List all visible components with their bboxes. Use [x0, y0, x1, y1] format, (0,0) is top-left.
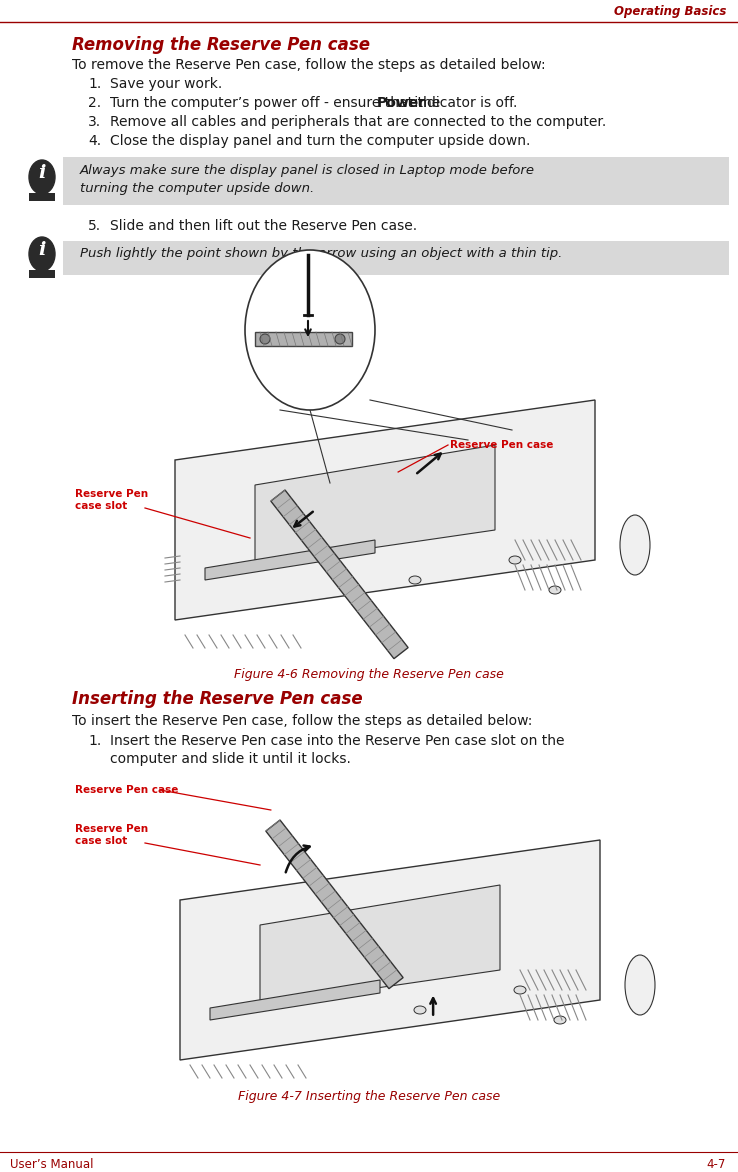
Text: indicator is off.: indicator is off. [410, 96, 518, 110]
Ellipse shape [514, 986, 526, 994]
Ellipse shape [335, 334, 345, 345]
Polygon shape [271, 490, 408, 659]
Text: Power: Power [376, 96, 426, 110]
FancyBboxPatch shape [29, 193, 55, 202]
Ellipse shape [414, 1006, 426, 1014]
Text: User’s Manual: User’s Manual [10, 1158, 94, 1171]
Text: Remove all cables and peripherals that are connected to the computer.: Remove all cables and peripherals that a… [110, 115, 606, 129]
Polygon shape [266, 820, 403, 989]
Text: Operating Basics: Operating Basics [613, 5, 726, 18]
Text: 5.: 5. [88, 219, 101, 233]
Text: Inserting the Reserve Pen case: Inserting the Reserve Pen case [72, 690, 362, 708]
Text: Reserve Pen
case slot: Reserve Pen case slot [75, 489, 148, 511]
FancyBboxPatch shape [63, 241, 729, 275]
Text: Figure 4-6 Removing the Reserve Pen case: Figure 4-6 Removing the Reserve Pen case [234, 668, 504, 681]
Text: Save your work.: Save your work. [110, 77, 222, 91]
Ellipse shape [260, 334, 270, 345]
Text: i: i [38, 241, 46, 259]
Ellipse shape [549, 586, 561, 594]
FancyBboxPatch shape [29, 270, 55, 278]
Ellipse shape [625, 955, 655, 1015]
Ellipse shape [620, 515, 650, 575]
Text: 1.: 1. [88, 77, 101, 91]
Polygon shape [255, 445, 495, 565]
Text: 4.: 4. [88, 134, 101, 148]
Text: Turn the computer’s power off - ensure that the: Turn the computer’s power off - ensure t… [110, 96, 444, 110]
Text: Slide and then lift out the Reserve Pen case.: Slide and then lift out the Reserve Pen … [110, 219, 417, 233]
Ellipse shape [245, 250, 375, 410]
Text: i: i [38, 164, 46, 182]
Text: Insert the Reserve Pen case into the Reserve Pen case slot on the: Insert the Reserve Pen case into the Res… [110, 734, 565, 748]
Polygon shape [260, 885, 500, 1006]
Text: Push lightly the point shown by the arrow using an object with a thin tip.: Push lightly the point shown by the arro… [80, 247, 562, 260]
Text: Removing the Reserve Pen case: Removing the Reserve Pen case [72, 36, 370, 54]
Polygon shape [175, 400, 595, 620]
Text: 2.: 2. [88, 96, 101, 110]
Text: To insert the Reserve Pen case, follow the steps as detailed below:: To insert the Reserve Pen case, follow t… [72, 714, 532, 728]
Text: computer and slide it until it locks.: computer and slide it until it locks. [110, 752, 351, 766]
Text: To remove the Reserve Pen case, follow the steps as detailed below:: To remove the Reserve Pen case, follow t… [72, 57, 545, 71]
FancyBboxPatch shape [63, 157, 729, 205]
Text: Reserve Pen case: Reserve Pen case [75, 785, 179, 795]
Text: Close the display panel and turn the computer upside down.: Close the display panel and turn the com… [110, 134, 531, 148]
Polygon shape [180, 840, 600, 1059]
Polygon shape [205, 540, 375, 580]
Ellipse shape [29, 161, 55, 195]
Polygon shape [255, 332, 352, 346]
Ellipse shape [554, 1016, 566, 1024]
Ellipse shape [409, 575, 421, 584]
Ellipse shape [509, 556, 521, 564]
Polygon shape [210, 980, 380, 1020]
Text: 4-7: 4-7 [706, 1158, 726, 1171]
Text: Reserve Pen
case slot: Reserve Pen case slot [75, 824, 148, 846]
Text: Always make sure the display panel is closed in Laptop mode before
turning the c: Always make sure the display panel is cl… [80, 164, 535, 195]
Text: Figure 4-7 Inserting the Reserve Pen case: Figure 4-7 Inserting the Reserve Pen cas… [238, 1090, 500, 1103]
Ellipse shape [29, 237, 55, 271]
Text: Reserve Pen case: Reserve Pen case [450, 440, 554, 450]
Text: 3.: 3. [88, 115, 101, 129]
Text: 1.: 1. [88, 734, 101, 748]
